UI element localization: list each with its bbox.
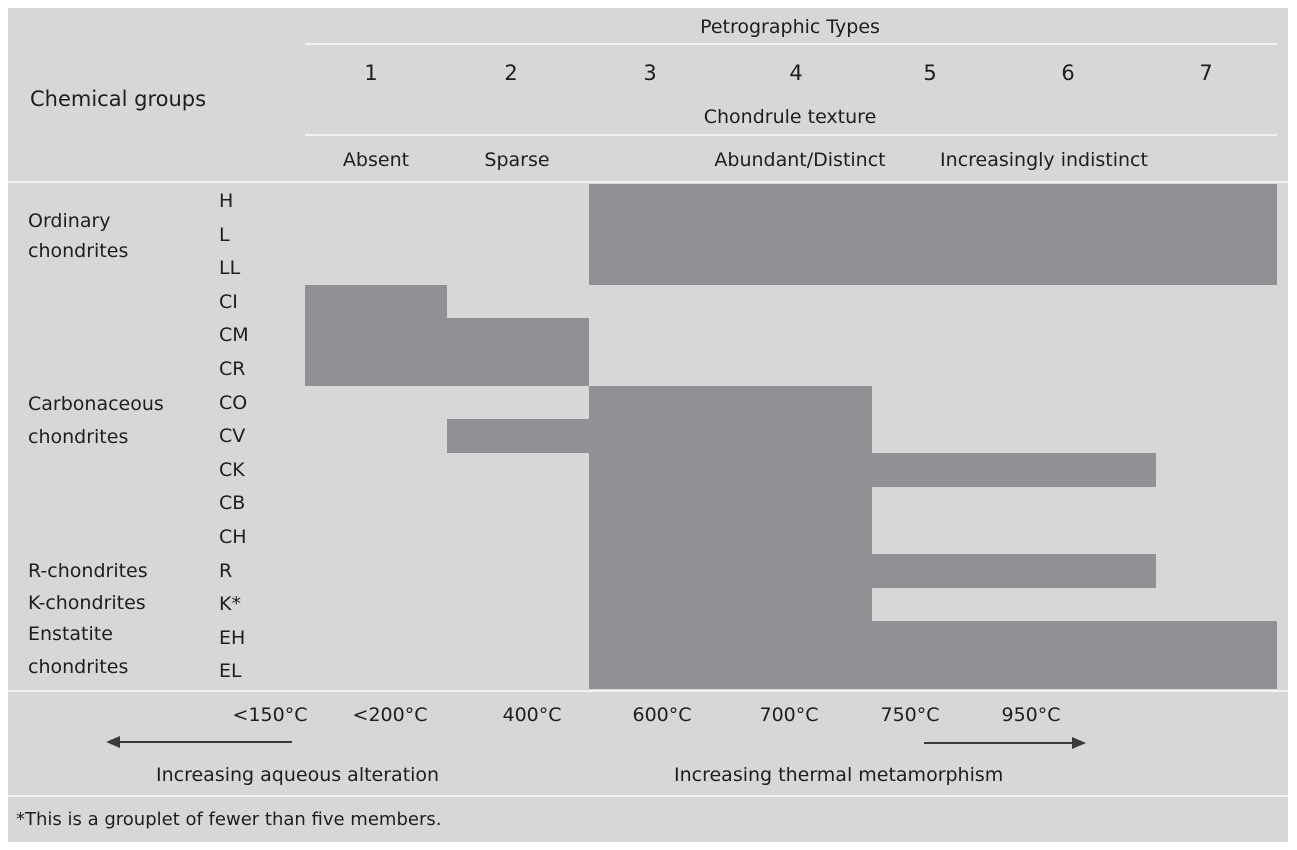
group-carbonaceous-line1: Carbonaceous <box>28 393 164 415</box>
petrographic-types-title: Petrographic Types <box>700 16 880 38</box>
code-cr: CR <box>219 358 246 380</box>
code-ch: CH <box>219 526 247 548</box>
code-eh: EH <box>219 626 246 649</box>
bar-cr <box>305 352 589 387</box>
bar-cv <box>446 419 873 454</box>
texture-abundant: Abundant/Distinct <box>714 149 886 171</box>
temperature-label: <200°C <box>352 704 428 726</box>
code-r: R <box>219 559 233 582</box>
texture-sparse: Sparse <box>484 149 550 171</box>
group-carbonaceous-line2: chondrites <box>28 426 129 448</box>
arrow-right-head <box>1072 737 1086 749</box>
temperature-label: 950°C <box>1001 704 1061 726</box>
bar-l <box>588 217 1277 252</box>
bar-cm <box>305 318 589 353</box>
temperature-label: 400°C <box>502 704 562 726</box>
bar-r <box>588 553 1156 588</box>
group-k-chondrites: K-chondrites <box>28 592 146 614</box>
header-rule-bottom <box>8 181 1288 183</box>
type-label-5: 5 <box>923 61 937 85</box>
group-enstatite-line2: chondrites <box>28 656 129 678</box>
group-ordinary-line2: chondrites <box>28 240 129 262</box>
bar-cb <box>588 486 873 521</box>
bar-h <box>588 184 1277 219</box>
code-cm: CM <box>219 324 249 347</box>
arrow-left-line <box>118 741 292 743</box>
arrow-left-head <box>106 736 120 748</box>
type-label-7: 7 <box>1199 61 1213 85</box>
temperature-label: <150°C <box>232 704 308 726</box>
arrow-right-line <box>924 742 1074 744</box>
group-r-chondrites: R-chondrites <box>28 560 148 582</box>
code-ck: CK <box>219 458 245 481</box>
code-h: H <box>219 190 234 212</box>
code-k: K* <box>219 593 241 616</box>
chart-rule-bottom <box>8 690 1288 692</box>
code-ll: LL <box>219 257 241 280</box>
group-enstatite-line1: Enstatite <box>28 623 113 645</box>
code-co: CO <box>219 391 248 414</box>
code-el: EL <box>219 660 242 683</box>
texture-absent: Absent <box>342 149 410 171</box>
chondrite-classification-figure: Petrographic Types Chemical groups 1 2 3 4 5… <box>8 8 1288 842</box>
chondrule-texture-title: Chondrule texture <box>703 106 877 128</box>
bar-ch <box>588 520 873 555</box>
temperature-label: 600°C <box>632 704 692 726</box>
code-ci: CI <box>219 290 238 313</box>
temperature-label: 700°C <box>759 704 819 726</box>
type-label-6: 6 <box>1061 61 1075 85</box>
header-rule-top <box>305 43 1277 45</box>
type-label-1: 1 <box>364 61 378 85</box>
type-label-3: 3 <box>643 61 657 85</box>
header-rule-middle <box>305 134 1277 136</box>
footnote: *This is a grouplet of fewer than five m… <box>16 809 442 830</box>
bar-eh <box>588 620 1277 655</box>
caption-thermal-metamorphism: Increasing thermal metamorphism <box>674 764 1004 786</box>
texture-indistinct: Increasingly indistinct <box>940 149 1148 171</box>
bar-ll <box>588 251 1277 286</box>
code-l: L <box>219 223 230 246</box>
type-label-4: 4 <box>789 61 803 85</box>
chemical-groups-label: Chemical groups <box>30 87 207 111</box>
bar-co <box>588 385 873 420</box>
bar-el <box>588 654 1277 689</box>
footer-rule <box>8 795 1288 797</box>
code-cb: CB <box>219 492 246 515</box>
bar-ci <box>305 284 447 319</box>
bar-ck <box>588 452 1156 487</box>
type-label-2: 2 <box>504 61 518 85</box>
bar-k <box>588 587 873 622</box>
temperature-label: 750°C <box>880 704 940 726</box>
code-cv: CV <box>219 425 246 448</box>
group-ordinary-line1: Ordinary <box>28 210 111 232</box>
caption-aqueous-alteration: Increasing aqueous alteration <box>156 764 440 786</box>
